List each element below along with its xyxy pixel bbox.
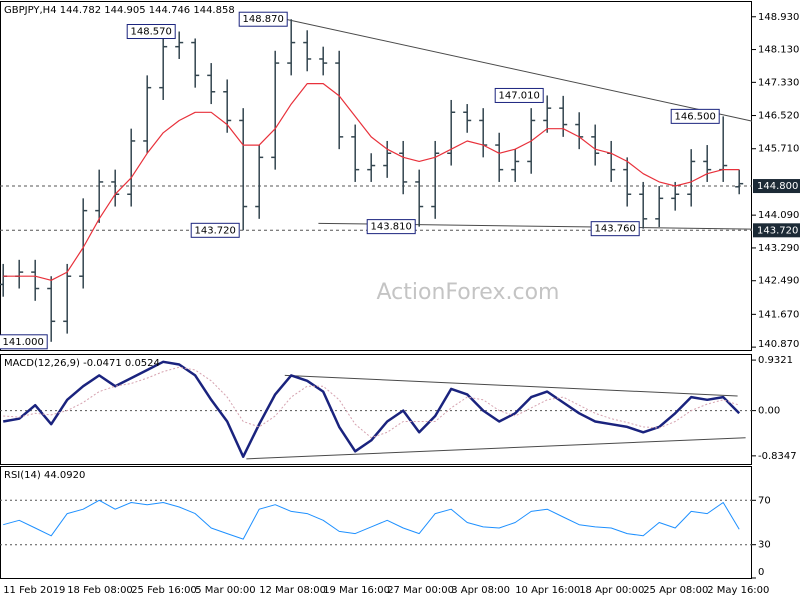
callout-label: 148.870: [243, 14, 284, 25]
indicator-line: [3, 499, 740, 540]
watermark: ActionForex.com: [377, 280, 560, 305]
y-tick-label: 70: [758, 495, 771, 506]
panel-title: MACD(12,26,9) -0.0471 0.0524: [4, 358, 160, 369]
x-tick-label: 25 Feb 16:00: [131, 585, 197, 596]
trend-line: [246, 437, 746, 460]
y-tick-label: 0.00: [758, 406, 780, 417]
macd-panel: [0, 354, 752, 465]
level-tag: [753, 223, 800, 238]
y-tick-label: 30: [758, 540, 771, 551]
level-label: 144.800: [757, 181, 798, 192]
rsi-panel: [0, 466, 752, 579]
callout-box: [190, 222, 240, 238]
level-label: 143.720: [757, 225, 798, 236]
panel-title: GBPJPY,H4 144.782 144.905 144.746 144.85…: [4, 5, 235, 16]
y-tick-label: 140.870: [758, 339, 799, 350]
price-panel: [0, 1, 752, 351]
panel-title: RSI(14) 44.0920: [4, 470, 85, 481]
y-tick-label: 0: [758, 567, 764, 578]
callout-label: 148.570: [131, 27, 172, 38]
y-tick-label: 146.520: [758, 111, 799, 122]
moving-average: [3, 83, 740, 281]
level-tag: [753, 179, 800, 194]
callout-box: [670, 108, 720, 124]
indicator-line: [2, 360, 741, 458]
y-tick-label: 147.330: [758, 77, 799, 88]
callout-box: [590, 221, 640, 237]
y-tick-label: 145.710: [758, 144, 799, 155]
y-tick-label: 143.290: [758, 243, 799, 254]
x-tick-label: 10 Apr 16:00: [515, 585, 580, 596]
x-tick-label: 2 May 16:00: [707, 585, 769, 596]
y-tick-label: -0.8347: [758, 451, 797, 462]
y-tick-label: 148.130: [758, 45, 799, 56]
callout-box: [0, 334, 48, 350]
x-tick-label: 18 Feb 08:00: [67, 585, 133, 596]
callout-label: 146.500: [675, 111, 716, 122]
callout-label: 143.760: [595, 224, 636, 235]
callout-box: [126, 24, 176, 40]
callout-label: 147.010: [499, 90, 540, 101]
callout-box: [366, 219, 416, 235]
y-tick-label: 0.9321: [758, 355, 793, 366]
callout-label: 143.720: [195, 225, 236, 236]
callout-box: [238, 11, 288, 27]
trend-line: [279, 17, 753, 122]
x-tick-label: 25 Apr 08:00: [643, 585, 708, 596]
callout-label: 141.000: [3, 337, 44, 348]
indicator-line: [3, 366, 740, 439]
callout-box: [494, 87, 544, 103]
x-tick-label: 11 Feb 2019: [3, 585, 65, 596]
y-tick-label: 148.930: [758, 12, 799, 23]
y-tick-label: 141.670: [758, 309, 799, 320]
x-tick-label: 27 Mar 00:00: [387, 585, 454, 596]
y-tick-label: 144.090: [758, 210, 799, 221]
callout-label: 143.810: [371, 222, 412, 233]
x-tick-label: 5 Mar 00:00: [195, 585, 255, 596]
y-tick-label: 142.490: [758, 276, 799, 287]
trend-line: [284, 374, 738, 397]
x-tick-label: 3 Apr 08:00: [451, 585, 510, 596]
x-tick-label: 19 Mar 16:00: [323, 585, 390, 596]
x-tick-label: 12 Mar 08:00: [259, 585, 326, 596]
x-tick-label: 18 Apr 00:00: [579, 585, 644, 596]
